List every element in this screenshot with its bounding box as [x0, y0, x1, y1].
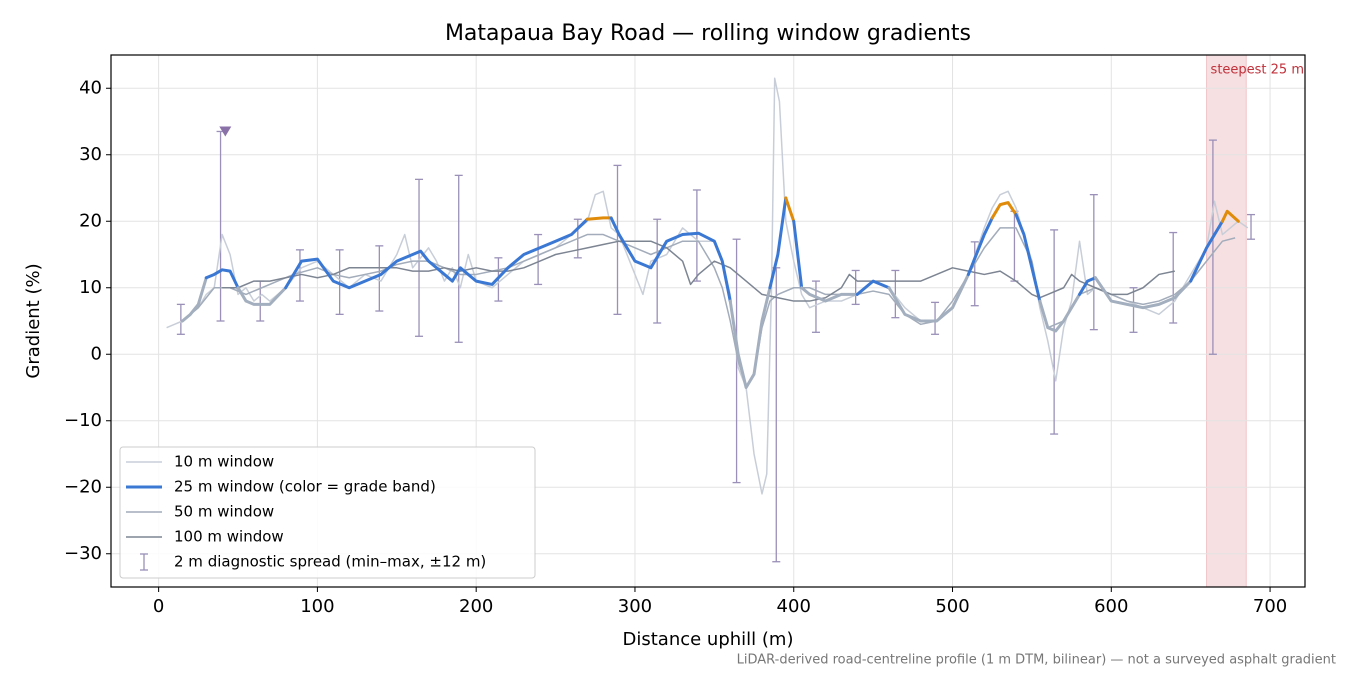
- legend-label: 10 m window: [174, 453, 274, 471]
- error-bar: [891, 269, 900, 319]
- error-bar: [772, 267, 781, 563]
- max-marker: [219, 126, 232, 137]
- highlight-label: steepest 25 m: [1211, 63, 1304, 78]
- line-segment: [180, 276, 208, 323]
- error-bar: [375, 245, 384, 312]
- line-segment: [1078, 276, 1097, 296]
- x-tick-label: 600: [1094, 596, 1128, 617]
- line-segment: [1093, 276, 1193, 310]
- x-tick-label: 0: [153, 596, 164, 617]
- line-segment: [768, 196, 788, 290]
- error-bar: [653, 218, 662, 324]
- y-axis-label: Gradient (%): [23, 263, 44, 378]
- line-3: [222, 240, 1175, 302]
- line-segment: [792, 219, 804, 290]
- y-tick-label: −20: [64, 476, 102, 497]
- line-segment: [990, 201, 1018, 220]
- error-bar: [851, 269, 860, 306]
- error-bar: [216, 130, 225, 322]
- line-segment: [887, 272, 970, 323]
- x-tick-label: 700: [1253, 596, 1287, 617]
- line-segment: [1014, 213, 1042, 303]
- error-bar: [692, 189, 701, 282]
- plot-frame: [110, 54, 1306, 588]
- error-bar: [335, 249, 344, 316]
- y-tick-label: −10: [64, 410, 102, 431]
- x-tick-label: 100: [300, 596, 334, 617]
- error-bar: [732, 238, 741, 484]
- line-segment: [855, 279, 891, 296]
- error-bar: [931, 301, 940, 335]
- error-bar: [1050, 229, 1059, 435]
- legend-box: [119, 446, 536, 579]
- y-tick-label: 10: [79, 277, 102, 298]
- error-bar: [970, 241, 979, 307]
- line-segment: [728, 286, 772, 389]
- x-tick-label: 400: [777, 596, 811, 617]
- line-segment: [236, 286, 288, 306]
- line-segment: [609, 216, 732, 303]
- error-bar: [1208, 139, 1217, 355]
- x-tick-label: 300: [618, 596, 652, 617]
- legend-label: 50 m window: [174, 503, 274, 521]
- line-2: [181, 227, 1236, 389]
- legend-label: 2 m diagnostic spread (min–max, ±12 m): [174, 553, 486, 571]
- line-segment: [1189, 219, 1224, 283]
- y-tick-label: −30: [64, 543, 102, 564]
- legend-swatch: [140, 553, 148, 571]
- error-bar: [454, 174, 463, 343]
- y-tick-label: 20: [79, 210, 102, 231]
- line-segment: [1038, 292, 1082, 333]
- legend-label: 100 m window: [174, 528, 284, 546]
- chart-title: Matapaua Bay Road — rolling window gradi…: [445, 21, 971, 46]
- x-axis-label: Distance uphill (m): [623, 629, 794, 650]
- x-tick-label: 500: [935, 596, 969, 617]
- line-segment: [1220, 209, 1240, 223]
- line-segment: [966, 216, 994, 276]
- y-tick-label: 0: [91, 343, 102, 364]
- line-segment: [784, 196, 796, 223]
- error-bar: [176, 303, 185, 335]
- line-segment: [585, 216, 613, 221]
- error-bar: [1129, 287, 1138, 333]
- x-tick-label: 200: [459, 596, 493, 617]
- error-bar: [415, 178, 424, 337]
- y-tick-label: 40: [79, 77, 102, 98]
- error-bar: [1169, 231, 1178, 324]
- line-segment: [284, 217, 589, 290]
- legend-label: 25 m window (color = grade band): [174, 478, 436, 496]
- error-bar: [1089, 193, 1098, 331]
- error-bar: [534, 233, 543, 286]
- footnote: LiDAR-derived road-centreline profile (1…: [737, 653, 1336, 668]
- error-bar: [1247, 213, 1256, 240]
- line-segment: [204, 268, 240, 290]
- line-segment: [800, 286, 859, 303]
- y-tick-label: 30: [79, 144, 102, 165]
